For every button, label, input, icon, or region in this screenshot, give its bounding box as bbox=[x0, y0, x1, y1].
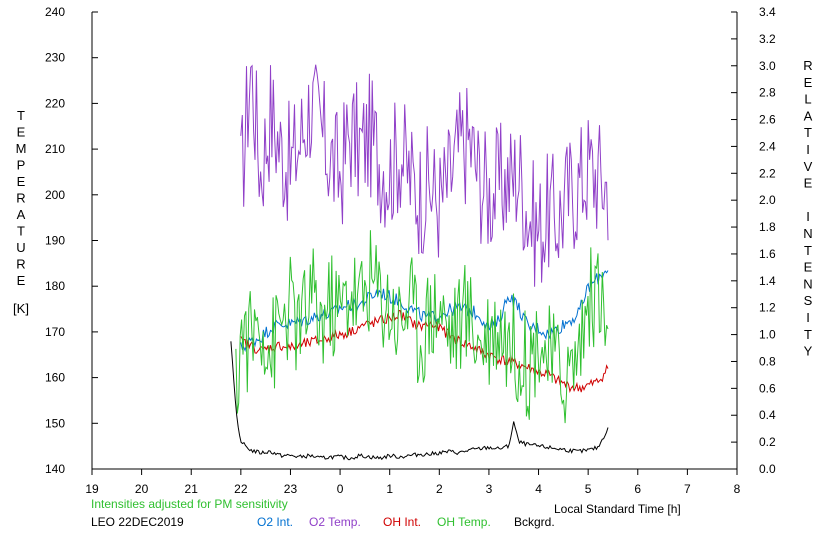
right-tick-label: 0.8 bbox=[759, 354, 776, 368]
left-axis-label-char: R bbox=[16, 191, 25, 206]
right-tick-label: 3.0 bbox=[759, 59, 776, 73]
x-tick-label: 4 bbox=[535, 482, 542, 496]
right-axis-label-char: L bbox=[804, 92, 811, 107]
right-axis-label-char: T bbox=[804, 243, 812, 258]
right-tick-label: 3.2 bbox=[759, 32, 776, 46]
right-axis-label-char: Y bbox=[804, 344, 813, 359]
x-axis-label: Local Standard Time [h] bbox=[554, 502, 681, 516]
left-tick-label: 160 bbox=[45, 371, 65, 385]
right-tick-label: 1.2 bbox=[759, 301, 776, 315]
right-tick-label: 2.2 bbox=[759, 166, 776, 180]
x-tick-label: 8 bbox=[734, 482, 741, 496]
left-axis-label-char: U bbox=[16, 240, 25, 255]
right-tick-label: 2.0 bbox=[759, 193, 776, 207]
right-tick-label: 2.8 bbox=[759, 86, 776, 100]
left-axis-label-char: P bbox=[17, 158, 26, 173]
right-axis-label-char: R bbox=[803, 58, 812, 73]
right-tick-label: 0.6 bbox=[759, 381, 776, 395]
x-tick-label: 19 bbox=[85, 482, 99, 496]
right-tick-label: 1.0 bbox=[759, 328, 776, 342]
left-axis-label-char: M bbox=[16, 141, 27, 156]
right-axis-label-char: N bbox=[803, 226, 812, 241]
right-tick-label: 2.4 bbox=[759, 139, 776, 153]
left-axis-label-char: R bbox=[16, 257, 25, 272]
left-tick-label: 220 bbox=[45, 96, 65, 110]
left-tick-label: 240 bbox=[45, 5, 65, 19]
left-axis-label-char: E bbox=[17, 273, 26, 288]
x-tick-label: 20 bbox=[135, 482, 149, 496]
series-line-oh-temp bbox=[235, 230, 609, 424]
right-tick-label: 0.2 bbox=[759, 435, 776, 449]
right-axis-label-char: T bbox=[804, 327, 812, 342]
right-axis-label-char: N bbox=[803, 276, 812, 291]
x-tick-label: 22 bbox=[234, 482, 248, 496]
x-tick-label: 6 bbox=[634, 482, 641, 496]
x-tick-label: 23 bbox=[284, 482, 298, 496]
station-label: LEO 22DEC2019 bbox=[91, 515, 184, 529]
right-axis-label-char: E bbox=[804, 260, 813, 275]
left-axis-label-char: E bbox=[17, 125, 26, 140]
left-tick-label: 210 bbox=[45, 142, 65, 156]
right-tick-label: 0.0 bbox=[759, 462, 776, 476]
legend-entry: O2 Int. bbox=[257, 515, 293, 529]
legend-entry: O2 Temp. bbox=[309, 515, 361, 529]
right-tick-label: 3.4 bbox=[759, 5, 776, 19]
left-axis-label-char: T bbox=[17, 108, 25, 123]
x-tick-label: 0 bbox=[337, 482, 344, 496]
x-tick-label: 2 bbox=[436, 482, 443, 496]
right-tick-label: 1.4 bbox=[759, 274, 776, 288]
right-axis-label-char: E bbox=[804, 75, 813, 90]
left-tick-label: 140 bbox=[45, 462, 65, 476]
left-axis-label-char: A bbox=[17, 207, 26, 222]
x-tick-label: 3 bbox=[486, 482, 493, 496]
x-tick-label: 1 bbox=[386, 482, 393, 496]
right-tick-label: 1.6 bbox=[759, 247, 776, 261]
left-tick-label: 190 bbox=[45, 234, 65, 248]
x-tick-label: 5 bbox=[585, 482, 592, 496]
series-line-o2-temp bbox=[240, 64, 609, 287]
right-axis-label-char: V bbox=[804, 159, 813, 174]
right-axis-label-char: I bbox=[806, 142, 810, 157]
right-tick-label: 2.6 bbox=[759, 113, 776, 127]
legend-entry: OH Int. bbox=[383, 515, 421, 529]
right-axis-label-char: E bbox=[804, 176, 813, 191]
legend-entry: Bckgrd. bbox=[514, 515, 555, 529]
left-tick-label: 170 bbox=[45, 325, 65, 339]
left-axis-label-char: E bbox=[17, 174, 26, 189]
right-tick-label: 0.4 bbox=[759, 408, 776, 422]
left-axis-unit: [K] bbox=[13, 301, 29, 316]
right-axis-label-char: T bbox=[804, 125, 812, 140]
left-tick-label: 150 bbox=[45, 416, 65, 430]
axes: 1401501601701801902002102202302400.00.20… bbox=[45, 5, 776, 496]
right-axis-label-char: A bbox=[804, 108, 813, 123]
left-tick-label: 180 bbox=[45, 279, 65, 293]
note-text: Intensities adjusted for PM sensitivity bbox=[91, 497, 288, 511]
right-axis-label-char: I bbox=[806, 209, 810, 224]
right-tick-label: 1.8 bbox=[759, 220, 776, 234]
series-layer bbox=[230, 64, 609, 461]
x-tick-label: 7 bbox=[684, 482, 691, 496]
right-axis-label-char: S bbox=[804, 293, 813, 308]
series-line-o2-int bbox=[240, 270, 609, 352]
left-axis-label-char: T bbox=[17, 224, 25, 239]
x-tick-label: 21 bbox=[185, 482, 199, 496]
left-tick-label: 200 bbox=[45, 188, 65, 202]
right-axis-label-char: I bbox=[806, 310, 810, 325]
left-tick-label: 230 bbox=[45, 51, 65, 65]
series-line-bckgrd bbox=[230, 341, 609, 461]
legend-entry: OH Temp. bbox=[437, 515, 491, 529]
